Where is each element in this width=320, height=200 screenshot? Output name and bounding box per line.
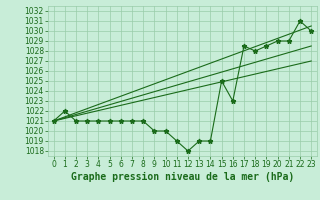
- X-axis label: Graphe pression niveau de la mer (hPa): Graphe pression niveau de la mer (hPa): [71, 172, 294, 182]
